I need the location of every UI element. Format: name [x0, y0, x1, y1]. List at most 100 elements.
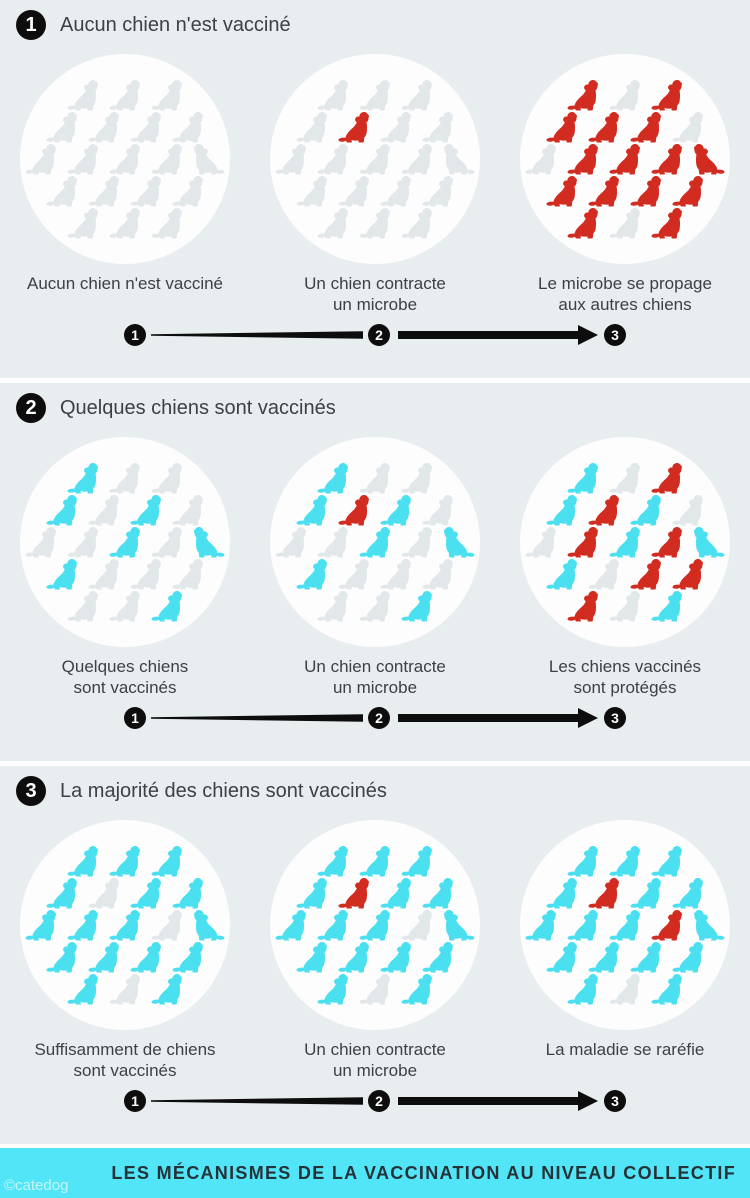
arrow-step-2-badge: 2	[368, 707, 390, 729]
dog-row	[62, 844, 188, 878]
dog-icon-vaccinated	[630, 877, 661, 909]
footer-banner: LES MÉCANISMES DE LA VACCINATION AU NIVE…	[0, 1148, 750, 1198]
dog-row	[312, 461, 438, 495]
dog-icon-vaccinated	[444, 909, 475, 941]
dog-icon-infected	[694, 143, 725, 175]
dog-icon-infected	[651, 526, 682, 558]
section-number-badge: 2	[16, 393, 46, 423]
dog-icon-vaccinated	[338, 941, 369, 973]
dog-icon-vaccinated	[130, 941, 161, 973]
dog-icon-vaccinated	[317, 462, 348, 494]
dog-icon-unvaccinated	[422, 494, 453, 526]
dog-icon-infected	[651, 143, 682, 175]
step-caption: Aucun chien n'est vacciné	[26, 274, 224, 293]
dog-icon-vaccinated	[194, 526, 225, 558]
arrowhead-icon	[578, 708, 598, 728]
step-panel: La maladie se raréfie	[500, 820, 750, 1086]
dog-icon-vaccinated	[296, 494, 327, 526]
step-caption: Quelques chiens sont vaccinés	[61, 657, 189, 697]
arrow-taper-line	[151, 714, 363, 722]
dog-icon-unvaccinated	[525, 143, 556, 175]
dog-icon-vaccinated	[546, 941, 577, 973]
dog-icon-unvaccinated	[359, 79, 390, 111]
dog-icon-unvaccinated	[88, 111, 119, 143]
step-caption: Les chiens vaccinés sont protégés	[548, 657, 702, 697]
dog-icon-unvaccinated	[359, 143, 390, 175]
dog-row	[41, 174, 209, 208]
dog-population-circle	[520, 437, 730, 647]
dog-icon-vaccinated	[630, 494, 661, 526]
dog-row	[541, 557, 709, 591]
dog-icon-infected	[567, 79, 598, 111]
dog-icon-unvaccinated	[380, 175, 411, 207]
dog-row	[312, 844, 438, 878]
dog-icon-unvaccinated	[275, 526, 306, 558]
dog-icon-unvaccinated	[317, 590, 348, 622]
dog-icon-vaccinated	[546, 494, 577, 526]
dog-icon-unvaccinated	[109, 79, 140, 111]
dog-icon-vaccinated	[317, 909, 348, 941]
section-title: Aucun chien n'est vacciné	[60, 13, 291, 36]
dog-icon-vaccinated	[651, 590, 682, 622]
dog-icon-vaccinated	[151, 845, 182, 877]
dog-icon-unvaccinated	[151, 526, 182, 558]
step-panel: Le microbe se propage aux autres chiens	[500, 54, 750, 320]
panels-row: Suffisamment de chiens sont vaccinés Un …	[0, 820, 750, 1086]
section-title: Quelques chiens sont vaccinés	[60, 396, 336, 419]
dog-icon-infected	[546, 111, 577, 143]
section-header: 1 Aucun chien n'est vacciné	[16, 10, 750, 40]
dog-icon-unvaccinated	[275, 143, 306, 175]
step-caption: La maladie se raréfie	[545, 1040, 705, 1059]
dog-icon-vaccinated	[401, 973, 432, 1005]
step-panel: Aucun chien n'est vacciné	[0, 54, 250, 320]
dog-icon-unvaccinated	[151, 79, 182, 111]
arrow-step-2-badge: 2	[368, 1090, 390, 1112]
dog-icon-vaccinated	[380, 494, 411, 526]
step-panel: Suffisamment de chiens sont vaccinés	[0, 820, 250, 1086]
step-caption: Un chien contracte un microbe	[304, 1040, 446, 1080]
step-caption: Suffisamment de chiens sont vaccinés	[34, 1040, 216, 1080]
step-arrow: 1 2 3	[0, 1090, 750, 1112]
dog-icon-unvaccinated	[422, 558, 453, 590]
dog-icon-unvaccinated	[296, 175, 327, 207]
dog-icon-vaccinated	[67, 462, 98, 494]
dog-icon-unvaccinated	[401, 207, 432, 239]
dog-row	[520, 142, 730, 176]
dog-row	[291, 940, 459, 974]
dog-row	[520, 908, 730, 942]
dog-row	[291, 557, 459, 591]
dog-icon-unvaccinated	[317, 79, 348, 111]
step-panel: Quelques chiens sont vaccinés	[0, 437, 250, 703]
dog-icon-unvaccinated	[672, 494, 703, 526]
dog-row	[270, 908, 480, 942]
dog-icon-vaccinated	[609, 526, 640, 558]
dog-row	[312, 972, 438, 1006]
dog-row	[41, 940, 209, 974]
arrowhead-icon	[578, 325, 598, 345]
dog-icon-unvaccinated	[609, 590, 640, 622]
section-no-dog-vaccinated: 1 Aucun chien n'est vacciné Aucun chien …	[0, 0, 750, 378]
dog-icon-vaccinated	[567, 462, 598, 494]
dog-icon-vaccinated	[567, 973, 598, 1005]
dog-icon-vaccinated	[380, 941, 411, 973]
dog-icon-vaccinated	[651, 973, 682, 1005]
section-number-badge: 3	[16, 776, 46, 806]
dog-icon-unvaccinated	[67, 79, 98, 111]
section-number-badge: 1	[16, 10, 46, 40]
dog-icon-unvaccinated	[25, 143, 56, 175]
dog-icon-unvaccinated	[338, 175, 369, 207]
section-some-dogs-vaccinated: 2 Quelques chiens sont vaccinés Quelques…	[0, 383, 750, 761]
dog-icon-infected	[567, 143, 598, 175]
section-title: La majorité des chiens sont vaccinés	[60, 779, 387, 802]
arrow-step-2-badge: 2	[368, 324, 390, 346]
dog-population-circle	[20, 54, 230, 264]
section-divider	[0, 761, 750, 766]
dog-icon-vaccinated	[194, 909, 225, 941]
dog-icon-unvaccinated	[296, 111, 327, 143]
dog-icon-unvaccinated	[609, 79, 640, 111]
dog-icon-vaccinated	[588, 941, 619, 973]
dog-row	[562, 78, 688, 112]
dog-icon-vaccinated	[46, 877, 77, 909]
dog-icon-infected	[338, 111, 369, 143]
